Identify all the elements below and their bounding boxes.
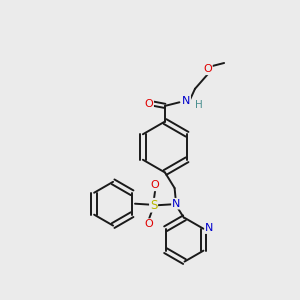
Text: N: N (172, 199, 180, 209)
Text: H: H (195, 100, 203, 110)
Text: O: O (203, 64, 212, 74)
Text: O: O (144, 219, 153, 229)
Text: O: O (144, 98, 153, 109)
Text: N: N (182, 96, 190, 106)
Text: N: N (205, 223, 214, 233)
Text: O: O (151, 180, 160, 190)
Text: S: S (150, 199, 157, 212)
